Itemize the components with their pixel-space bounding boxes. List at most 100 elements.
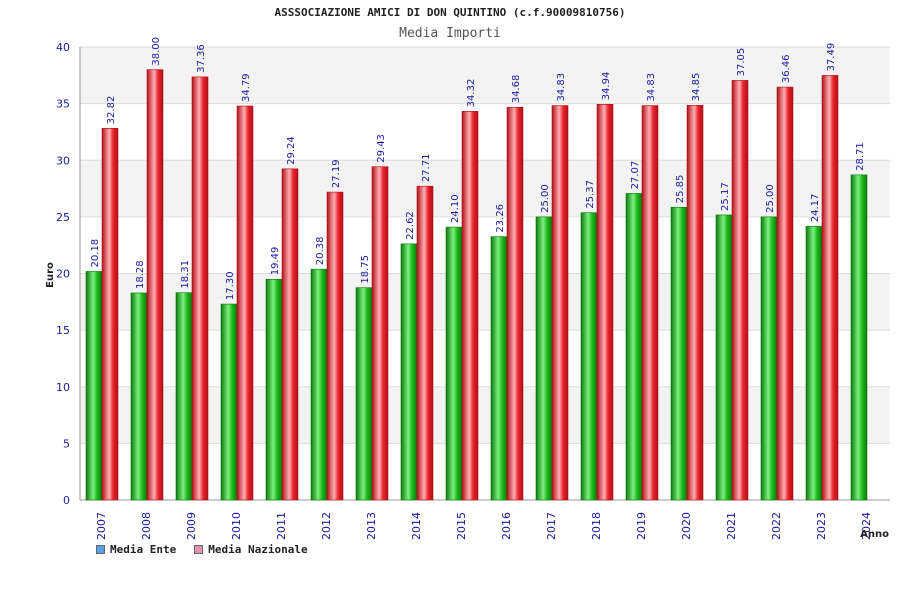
bar-media-ente-2010 xyxy=(220,303,238,501)
background-band xyxy=(80,47,890,104)
data-label: 37.36 xyxy=(196,44,207,73)
y-tick-label: 0 xyxy=(63,494,70,507)
bar-media-nazionale-2018 xyxy=(596,104,614,501)
data-label: 20.18 xyxy=(90,239,101,268)
y-tick-label: 20 xyxy=(56,268,70,281)
data-label: 34.68 xyxy=(511,75,522,104)
y-tick-label: 10 xyxy=(56,381,70,394)
legend-swatch-media-nazionale xyxy=(194,545,204,554)
background-band xyxy=(80,273,890,331)
data-label: 24.10 xyxy=(450,194,461,223)
bar-media-ente-2020 xyxy=(670,206,688,501)
data-label: 29.24 xyxy=(286,136,297,165)
y-tick-label: 35 xyxy=(56,98,70,111)
bar-media-nazionale-2011 xyxy=(281,168,299,501)
x-tick-label: 2012 xyxy=(320,512,333,540)
y-tick-label: 5 xyxy=(63,437,70,450)
bar-media-ente-2009 xyxy=(175,292,193,501)
data-label: 18.75 xyxy=(360,255,371,284)
data-label: 25.17 xyxy=(720,182,731,211)
bar-media-nazionale-2008 xyxy=(146,69,164,501)
bar-media-ente-2023 xyxy=(805,225,823,501)
bar-media-ente-2018 xyxy=(580,212,598,501)
bar-media-nazionale-2010 xyxy=(236,105,254,501)
legend-label-media-nazionale: Media Nazionale xyxy=(208,543,308,556)
data-label: 18.31 xyxy=(180,260,191,289)
legend-swatch-media-ente xyxy=(96,545,105,554)
x-tick-label: 2007 xyxy=(95,512,108,540)
bar-media-nazionale-2015 xyxy=(461,111,479,501)
chart-layer: 0 5 10 15 20 25 30 35 40 20.18 32.82 2007 18.28 38.00… xyxy=(56,37,890,540)
bar-media-ente-2013 xyxy=(355,287,373,501)
x-tick-label: 2020 xyxy=(680,512,693,540)
bar-media-nazionale-2007 xyxy=(101,128,119,501)
bar-media-nazionale-2022 xyxy=(776,86,794,501)
data-label: 34.94 xyxy=(601,72,612,101)
y-tick-label: 25 xyxy=(56,211,70,224)
x-tick-label: 2008 xyxy=(140,512,153,540)
x-tick-label: 2024 xyxy=(860,512,873,540)
y-tick-label: 15 xyxy=(56,324,70,337)
x-tick-label: 2023 xyxy=(815,512,828,540)
x-tick-label: 2014 xyxy=(410,512,423,540)
x-tick-label: 2018 xyxy=(590,512,603,540)
bar-media-ente-2012 xyxy=(310,268,328,501)
data-label: 25.00 xyxy=(765,184,776,213)
bar-media-nazionale-2016 xyxy=(506,106,524,501)
data-label: 25.37 xyxy=(585,180,596,209)
data-label: 37.05 xyxy=(736,48,747,77)
x-tick-label: 2019 xyxy=(635,512,648,540)
data-label: 27.71 xyxy=(421,154,432,183)
data-label: 29.43 xyxy=(376,134,387,163)
x-tick-label: 2011 xyxy=(275,512,288,540)
data-label: 22.62 xyxy=(405,211,416,240)
data-label: 25.85 xyxy=(675,175,686,204)
y-tick-label: 40 xyxy=(56,41,70,54)
data-label: 34.85 xyxy=(691,73,702,102)
x-tick-label: 2016 xyxy=(500,512,513,540)
x-tick-label: 2015 xyxy=(455,512,468,540)
data-label: 23.26 xyxy=(495,204,506,233)
data-label: 27.19 xyxy=(331,159,342,188)
legend: Media Ente Media Nazionale xyxy=(96,543,308,556)
x-tick-label: 2010 xyxy=(230,512,243,540)
bar-media-nazionale-2017 xyxy=(551,105,569,501)
data-label: 36.46 xyxy=(781,54,792,83)
data-label: 34.83 xyxy=(556,73,567,102)
x-axis-label: Anno xyxy=(860,529,889,540)
bar-media-ente-2011 xyxy=(265,278,283,501)
bar-media-ente-2019 xyxy=(625,193,643,501)
x-tick-label: 2013 xyxy=(365,512,378,540)
data-label: 20.38 xyxy=(315,237,326,266)
y-tick-label: 30 xyxy=(56,154,70,167)
data-label: 34.79 xyxy=(241,73,252,102)
data-label: 28.71 xyxy=(855,142,866,171)
chart-subtitle: Media Importi xyxy=(399,26,501,41)
data-label: 27.07 xyxy=(630,161,641,190)
bar-media-nazionale-2021 xyxy=(731,80,749,501)
bar-media-ente-2007 xyxy=(85,271,103,501)
x-tick-label: 2021 xyxy=(725,512,738,540)
legend-label-media-ente: Media Ente xyxy=(110,543,177,556)
bar-media-ente-2021 xyxy=(715,214,733,501)
bar-media-nazionale-2009 xyxy=(191,76,209,501)
y-axis-label: Euro xyxy=(45,262,56,288)
data-label: 25.00 xyxy=(540,184,551,213)
bar-media-ente-2024 xyxy=(850,174,868,501)
data-label: 38.00 xyxy=(151,37,162,66)
x-tick-label: 2022 xyxy=(770,512,783,540)
legend-item-media-ente: Media Ente xyxy=(96,543,176,556)
bar-media-ente-2008 xyxy=(130,292,148,501)
data-label: 37.49 xyxy=(826,43,837,72)
bar-media-nazionale-2013 xyxy=(371,166,389,501)
data-label: 17.30 xyxy=(225,271,236,300)
x-tick-label: 2017 xyxy=(545,512,558,540)
bar-media-nazionale-2019 xyxy=(641,105,659,501)
chart-title: ASSSOCIAZIONE AMICI DI DON QUINTINO (c.f… xyxy=(274,6,626,19)
data-label: 19.49 xyxy=(270,247,281,276)
bar-media-ente-2022 xyxy=(760,216,778,501)
bar-media-nazionale-2012 xyxy=(326,191,344,501)
bar-media-ente-2016 xyxy=(490,236,508,501)
background-band xyxy=(80,160,890,217)
